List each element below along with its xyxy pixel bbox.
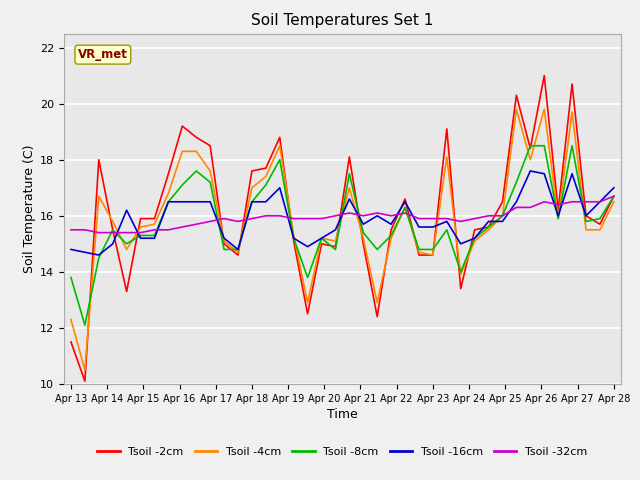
- Y-axis label: Soil Temperature (C): Soil Temperature (C): [23, 144, 36, 273]
- Legend: Tsoil -2cm, Tsoil -4cm, Tsoil -8cm, Tsoil -16cm, Tsoil -32cm: Tsoil -2cm, Tsoil -4cm, Tsoil -8cm, Tsoi…: [93, 442, 592, 461]
- X-axis label: Time: Time: [327, 408, 358, 421]
- Title: Soil Temperatures Set 1: Soil Temperatures Set 1: [252, 13, 433, 28]
- Text: VR_met: VR_met: [78, 48, 128, 61]
